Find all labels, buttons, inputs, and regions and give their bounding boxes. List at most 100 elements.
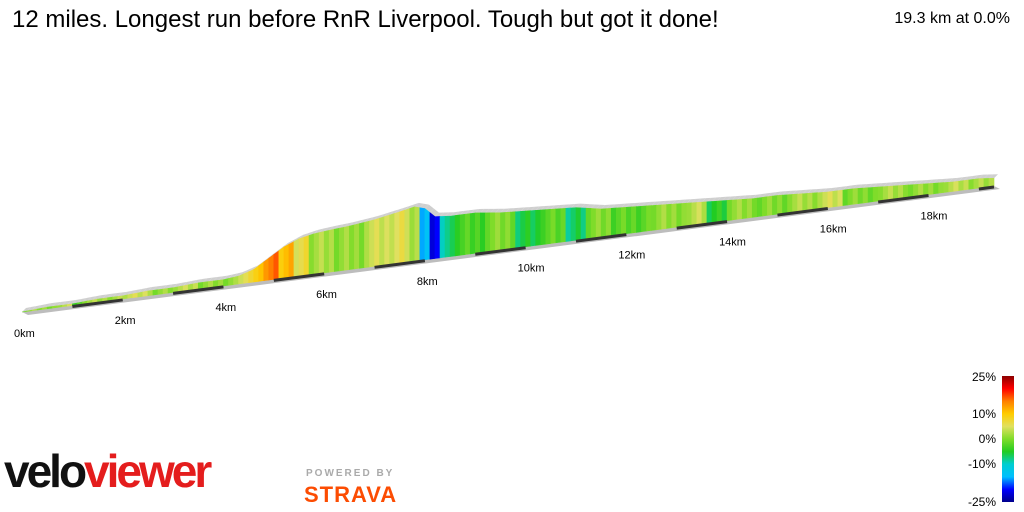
profile-top-edge bbox=[455, 210, 465, 216]
gradient-legend-labels: 25% 10% 0% -10% -25% bbox=[968, 370, 996, 509]
profile-top-edge bbox=[858, 184, 868, 189]
profile-top-edge bbox=[97, 294, 107, 300]
profile-top-edge bbox=[747, 194, 757, 200]
profile-top-edge bbox=[651, 201, 661, 206]
profile-top-edge bbox=[968, 175, 978, 180]
profile-top-edge bbox=[988, 174, 998, 179]
profile-top-edge bbox=[772, 191, 782, 197]
profile-top-edge bbox=[233, 272, 243, 278]
profile-top-edge bbox=[762, 192, 772, 198]
profile-top-edge bbox=[782, 190, 792, 196]
x-tick-label: 8km bbox=[417, 276, 438, 288]
profile-top-edge bbox=[515, 207, 525, 212]
x-tick-label: 16km bbox=[820, 224, 847, 236]
profile-top-edge bbox=[666, 200, 676, 205]
profile-top-edge bbox=[122, 290, 132, 296]
profile-top-edge bbox=[575, 203, 586, 208]
km-band bbox=[676, 220, 728, 230]
profile-top-edge bbox=[691, 198, 701, 203]
profile-top-edge bbox=[87, 296, 97, 302]
x-tick-label: 14km bbox=[719, 237, 746, 249]
powered-by-label: POWERED BY bbox=[306, 468, 395, 479]
km-band bbox=[374, 259, 426, 269]
profile-top-edge bbox=[218, 275, 228, 281]
profile-top-edge bbox=[127, 289, 137, 295]
profile-top-edge bbox=[394, 207, 404, 214]
profile-top-edge bbox=[681, 199, 691, 204]
profile-top-edge bbox=[107, 293, 117, 298]
profile-top-edge bbox=[722, 196, 732, 201]
profile-top-edge bbox=[606, 204, 616, 209]
profile-top-edge bbox=[178, 281, 188, 287]
profile-top-edge bbox=[656, 200, 666, 206]
profile-top-edge bbox=[490, 208, 500, 213]
profile-top-edge bbox=[696, 198, 706, 203]
profile-top-edge bbox=[671, 199, 681, 205]
profile-top-edge bbox=[913, 180, 923, 185]
profile-top-edge bbox=[72, 298, 82, 304]
profile-top-edge bbox=[560, 204, 570, 209]
profile-top-edge bbox=[62, 300, 72, 306]
profile-top-edge bbox=[616, 203, 626, 208]
profile-top-edge bbox=[626, 202, 636, 208]
profile-top-edge bbox=[354, 219, 364, 225]
profile-top-edge bbox=[933, 178, 943, 184]
profile-top-edge bbox=[324, 226, 334, 232]
profile-top-edge bbox=[389, 209, 399, 216]
profile-top-edge bbox=[424, 204, 434, 213]
profile-top-edge bbox=[359, 218, 369, 224]
profile-top-edge bbox=[82, 297, 92, 302]
profile-top-edge bbox=[42, 303, 52, 309]
profile-top-edge bbox=[661, 200, 671, 205]
profile-top-edge bbox=[480, 208, 490, 213]
profile-top-edge bbox=[812, 188, 822, 194]
strava-logo[interactable]: STRAVA bbox=[304, 482, 398, 507]
profile-top-edge bbox=[505, 208, 515, 213]
profile-top-edge bbox=[757, 193, 767, 199]
profile-top-edge bbox=[863, 183, 873, 189]
profile-top-edge bbox=[717, 196, 727, 202]
profile-top-edge bbox=[545, 205, 555, 210]
x-tick-label: 10km bbox=[518, 263, 545, 275]
profile-top-edge bbox=[384, 211, 394, 217]
profile-top-edge bbox=[47, 302, 57, 308]
veloviewer-logo[interactable]: veloviewer bbox=[4, 448, 212, 494]
profile-top-edge bbox=[173, 282, 183, 288]
legend-stop-label: 25% bbox=[972, 370, 996, 384]
profile-top-edge bbox=[67, 299, 77, 305]
profile-top-edge bbox=[334, 224, 344, 230]
profile-top-edge bbox=[163, 284, 173, 290]
profile-top-edge bbox=[893, 181, 903, 187]
km-band bbox=[172, 285, 224, 295]
profile-top-edge bbox=[288, 237, 298, 245]
profile-top-edge bbox=[611, 203, 621, 209]
profile-top-edge bbox=[57, 301, 67, 306]
profile-top-edge bbox=[873, 183, 883, 188]
profile-top-edge bbox=[958, 176, 968, 182]
profile-top-edge bbox=[344, 222, 354, 228]
profile-top-edge bbox=[550, 205, 560, 210]
profile-top-edge bbox=[787, 190, 797, 195]
profile-top-edge bbox=[963, 175, 973, 181]
profile-top-edge bbox=[903, 181, 913, 186]
profile-top-edge bbox=[213, 276, 223, 281]
profile-top-edge bbox=[77, 297, 87, 303]
profile-top-edge bbox=[374, 214, 384, 220]
profile-top-edge bbox=[102, 293, 112, 299]
profile-top-edge bbox=[339, 223, 349, 229]
x-tick-label: 2km bbox=[115, 315, 136, 327]
profile-top-edge bbox=[414, 202, 424, 208]
profile-top-edge bbox=[470, 208, 480, 214]
profile-top-edge bbox=[742, 195, 752, 200]
profile-top-edge bbox=[938, 178, 948, 183]
profile-top-edge bbox=[832, 186, 842, 192]
x-tick-label: 6km bbox=[316, 289, 337, 301]
profile-top-edge bbox=[686, 198, 696, 204]
activity-title: 12 miles. Longest run before RnR Liverpo… bbox=[12, 6, 719, 33]
profile-top-edge bbox=[147, 286, 157, 292]
profile-top-edge bbox=[621, 203, 631, 208]
profile-top-edge bbox=[601, 204, 611, 210]
profile-top-edge bbox=[349, 220, 359, 227]
km-band bbox=[72, 298, 123, 308]
